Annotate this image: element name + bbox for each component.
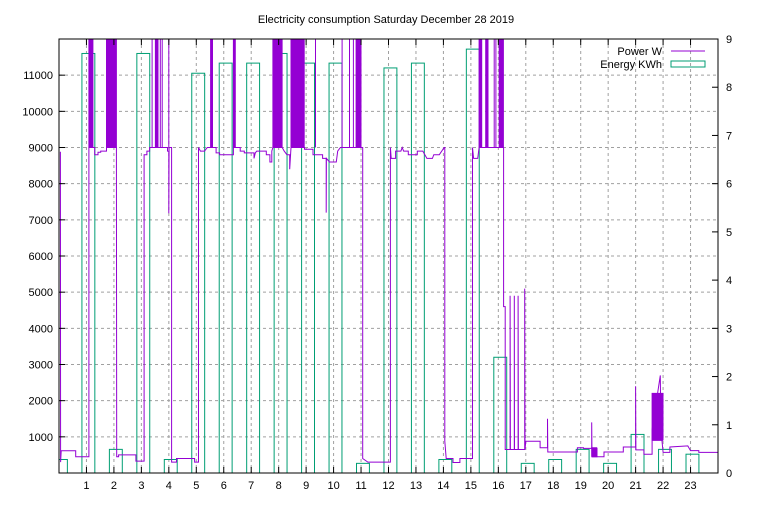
energy-bar: [356, 462, 370, 473]
y-tick-label: 6000: [29, 251, 53, 263]
x-tick-label: 21: [630, 480, 642, 492]
x-tick-label: 18: [547, 480, 559, 492]
x-tick-label: 8: [276, 480, 282, 492]
x-tick-label: 10: [327, 480, 339, 492]
x-tick-label: 9: [303, 480, 309, 492]
chart-title: Electricity consumption Saturday Decembe…: [258, 14, 514, 26]
x-tick-label: 11: [355, 480, 366, 492]
y-tick-label: 10000: [22, 106, 53, 118]
legend: Power W Energy KWh: [600, 46, 706, 71]
energy-bar: [603, 462, 618, 473]
y-tick-label: 9000: [29, 143, 53, 155]
x-tick-label: 19: [575, 480, 587, 492]
legend-label-power: Power W: [617, 46, 662, 58]
power-burst: [210, 39, 213, 148]
legend-swatch-energy: [670, 60, 706, 68]
x-tick-label: 6: [221, 480, 227, 492]
x-tick-label: 22: [657, 480, 669, 492]
power-burst: [355, 39, 362, 148]
x-tick-label: 17: [520, 480, 532, 492]
x-tick-label: 1: [83, 480, 89, 492]
y2-tick-label: 7: [726, 130, 732, 142]
y-tick-label: 5000: [29, 287, 53, 299]
power-burst: [106, 39, 117, 148]
power-burst: [154, 39, 159, 148]
power-burst: [290, 39, 305, 148]
y-tick-label: 2000: [29, 396, 53, 408]
y-tick-label: 4000: [29, 323, 53, 335]
y2-tick-label: 9: [726, 34, 732, 46]
power-line: [59, 146, 718, 463]
power-burst: [651, 392, 664, 441]
x-tick-label: 7: [248, 480, 254, 492]
energy-bar: [108, 448, 123, 473]
legend-label-energy: Energy KWh: [600, 59, 662, 71]
y2-tick-label: 1: [726, 420, 732, 432]
power-series: [59, 39, 718, 463]
x-tick-label: 3: [138, 480, 144, 492]
y2-tick-label: 0: [726, 468, 732, 480]
y2-tick-label: 3: [726, 323, 732, 335]
power-burst: [88, 39, 94, 148]
y-tick-label: 1000: [29, 432, 53, 444]
x-tick-label: 16: [492, 480, 504, 492]
power-burst: [478, 39, 483, 148]
y-tick-label: 3000: [29, 360, 53, 372]
y2-tick-label: 8: [726, 82, 732, 94]
y2-tick-label: 2: [726, 372, 732, 384]
x-tick-label: 4: [166, 480, 172, 492]
energy-bar: [520, 462, 535, 473]
power-burst: [498, 39, 504, 148]
y2-tick-label: 5: [726, 227, 732, 239]
y2-tick-label: 4: [726, 275, 732, 287]
x-tick-label: 23: [684, 480, 696, 492]
y2-tick-label: 6: [726, 179, 732, 191]
energy-bar: [658, 448, 672, 473]
power-burst: [232, 39, 236, 148]
x-tick-label: 20: [602, 480, 614, 492]
y-tick-label: 8000: [29, 179, 53, 191]
x-tick-label: 2: [111, 480, 117, 492]
x-tick-label: 13: [410, 480, 422, 492]
axes: 1 2 3 4 5 6 7 8 9 10 11 12 13 14 15 16 17 18 19 20 21 22 23100…: [22, 34, 732, 492]
power-burst: [485, 39, 489, 148]
power-burst: [591, 447, 598, 458]
y-tick-label: 11000: [23, 70, 53, 82]
energy-bar: [383, 67, 398, 473]
y-tick-label: 7000: [29, 215, 53, 227]
x-tick-label: 5: [193, 480, 199, 492]
power-burst: [272, 39, 283, 148]
x-tick-label: 12: [382, 480, 394, 492]
x-tick-label: 15: [465, 480, 477, 492]
x-tick-label: 14: [437, 480, 449, 492]
plot-border: [58, 38, 719, 474]
energy-bar: [575, 448, 590, 473]
